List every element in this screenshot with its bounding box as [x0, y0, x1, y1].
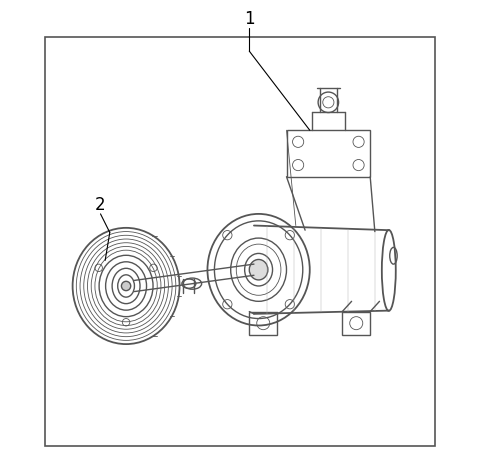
- Circle shape: [121, 281, 131, 291]
- Bar: [45, 37, 435, 446]
- Bar: [249, 312, 277, 335]
- Text: 2: 2: [95, 196, 106, 213]
- Ellipse shape: [249, 259, 268, 280]
- Text: 1: 1: [244, 10, 254, 27]
- Bar: [342, 312, 370, 335]
